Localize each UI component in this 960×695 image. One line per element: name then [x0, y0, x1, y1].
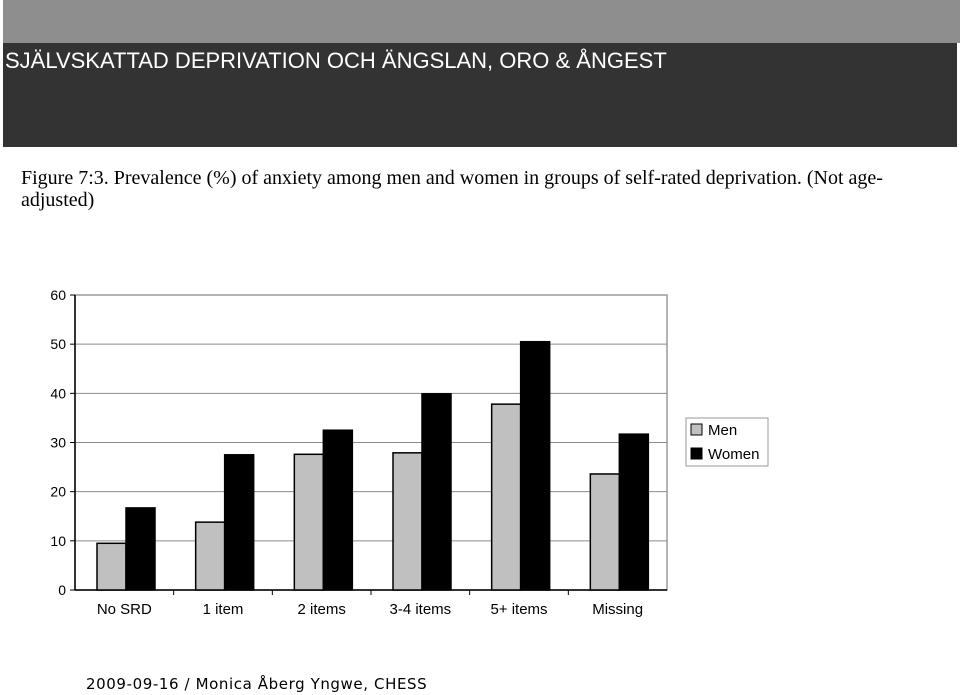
x-tick-label: 2 items: [297, 601, 345, 618]
y-tick-label: 40: [50, 385, 66, 401]
y-tick-label: 20: [50, 484, 66, 500]
footer-credit: 2009-09-16 / Monica Åberg Yngwe, CHESS: [86, 675, 428, 693]
bar-men-4: [490, 403, 522, 591]
slide-title: SJÄLVSKATTAD DEPRIVATION OCH ÄNGSLAN, OR…: [5, 48, 667, 73]
legend-label-women: Women: [708, 446, 759, 463]
bar-women-1: [223, 454, 255, 591]
bar-women-4: [519, 340, 551, 591]
bar-women-3: [421, 393, 452, 591]
figure-caption: Figure 7:3. Prevalence (%) of anxiety am…: [21, 167, 883, 211]
legend-swatch-men: [690, 423, 703, 436]
bar-women-2: [322, 429, 354, 591]
top-strip-edge: [0, 0, 3, 43]
top-strip: [0, 0, 960, 43]
x-tick-label: Missing: [592, 601, 643, 618]
x-tick-label: 1 item: [203, 601, 244, 618]
legend-label-men: Men: [708, 422, 737, 439]
x-tick-label: 3-4 items: [389, 601, 451, 618]
x-tick-label: 5+ items: [490, 601, 547, 618]
y-tick-label: 10: [50, 533, 66, 549]
y-tick-label: 60: [50, 287, 66, 303]
bar-men-3: [392, 452, 423, 591]
y-tick-label: 0: [58, 582, 66, 598]
y-tick-label: 50: [50, 336, 66, 352]
y-tick-label: 30: [50, 435, 66, 451]
header-band: [3, 43, 957, 147]
bar-men-1: [194, 521, 226, 591]
bar-women-5: [618, 433, 650, 591]
bar-women-0: [125, 507, 156, 591]
bar-men-5: [589, 473, 621, 591]
legend-swatch-women: [690, 447, 703, 460]
x-tick-label: No SRD: [97, 601, 152, 618]
bar-men-0: [96, 542, 127, 591]
bar-men-2: [293, 453, 325, 591]
